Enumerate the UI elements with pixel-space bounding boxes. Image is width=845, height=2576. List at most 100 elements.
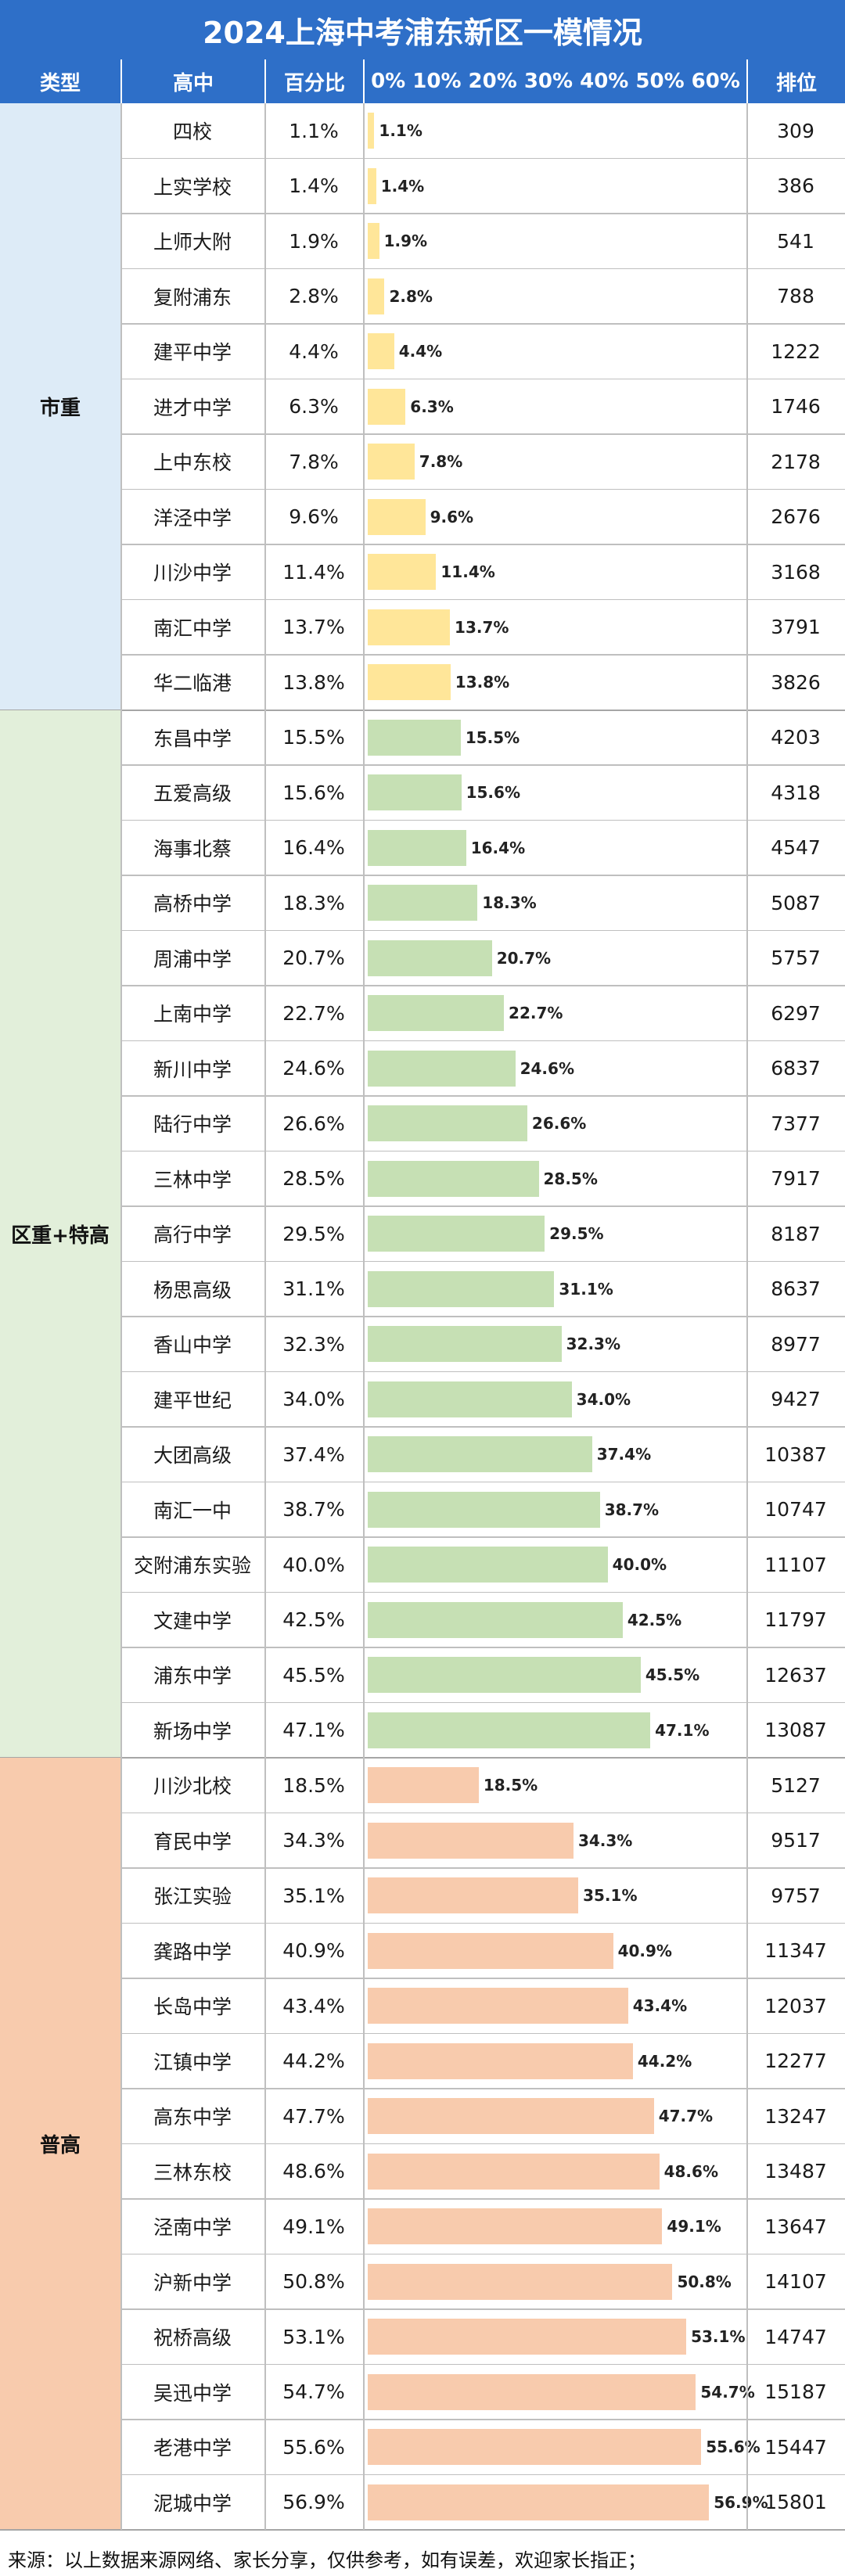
row-divider (120, 1536, 845, 1538)
bar-data-label: 20.7% (496, 948, 552, 968)
bar-data-label: 13.8% (455, 673, 510, 692)
bar-data-label: 29.5% (549, 1224, 604, 1243)
bar-data-label: 50.8% (677, 2272, 732, 2291)
bar-data-label: 1.9% (383, 232, 428, 250)
bar-mark (368, 719, 461, 756)
school-name-cell: 建平中学 (153, 341, 232, 364)
header-school: 高中 (120, 59, 264, 103)
row-divider (120, 323, 845, 325)
rank-cell: 11797 (764, 1608, 827, 1631)
rank-cell: 15447 (764, 2435, 827, 2459)
school-name-cell: 川沙中学 (153, 562, 232, 584)
rank-cell: 9517 (771, 1829, 821, 1852)
footer-source-note: 来源：以上数据来源网络、家长分享，仅供参考，如有误差，欢迎家长指正； (8, 2549, 646, 2571)
school-name-cell: 老港中学 (153, 2437, 232, 2459)
rank-cell: 14747 (764, 2325, 827, 2348)
row-divider (120, 268, 845, 269)
row-divider (120, 2088, 845, 2089)
bar-data-label: 26.6% (531, 1114, 587, 1133)
percent-cell: 15.5% (282, 726, 345, 749)
bar-data-label: 53.1% (691, 2327, 746, 2346)
group-divider (0, 2529, 845, 2531)
bar-mark (368, 2208, 663, 2244)
bar-data-label: 32.3% (566, 1335, 621, 1353)
bar-mark (368, 167, 376, 204)
school-name-cell: 泥城中学 (153, 2492, 232, 2515)
bar-mark (368, 2042, 633, 2079)
row-divider (120, 1426, 845, 1428)
rank-cell: 9757 (771, 1884, 821, 1907)
column-divider (120, 103, 122, 2530)
bar-data-label: 1.4% (380, 176, 425, 196)
bar-mark (368, 2153, 660, 2190)
percent-cell: 26.6% (282, 1112, 345, 1135)
bar-data-label: 2.8% (389, 286, 433, 306)
percent-cell: 28.5% (282, 1167, 345, 1190)
rank-cell: 4318 (771, 781, 821, 804)
percent-cell: 47.7% (282, 2104, 345, 2128)
school-name-cell: 三林东校 (153, 2161, 232, 2184)
percent-cell: 31.1% (282, 1277, 345, 1300)
rank-cell: 309 (777, 119, 814, 142)
rank-cell: 5127 (771, 1773, 821, 1797)
bar-data-label: 40.9% (617, 1941, 672, 1960)
percent-cell: 1.4% (289, 174, 339, 197)
row-divider (120, 1867, 845, 1869)
row-divider (120, 433, 845, 435)
row-divider (120, 1481, 845, 1482)
percent-cell: 20.7% (282, 947, 345, 969)
rank-cell: 11107 (764, 1553, 827, 1576)
percent-cell: 18.3% (282, 891, 345, 914)
school-name-cell: 南汇中学 (153, 616, 232, 640)
bar-data-label: 4.4% (398, 342, 443, 361)
bar-mark (368, 1547, 608, 1583)
bar-mark (368, 1270, 555, 1307)
row-divider (120, 764, 845, 766)
chart-title: 2024上海中考浦东新区一模情况 (0, 0, 845, 59)
rank-cell: 4547 (771, 836, 821, 859)
bar-mark (368, 1160, 539, 1197)
school-name-cell: 新川中学 (153, 1058, 232, 1081)
bar-mark (368, 1491, 600, 1528)
school-name-cell: 南汇一中 (153, 1499, 232, 1522)
row-divider (120, 2419, 845, 2420)
row-divider (120, 1812, 845, 1813)
bar-mark (368, 1877, 579, 1913)
row-divider (120, 1040, 845, 1041)
bar-data-label: 15.5% (465, 728, 520, 747)
header-axis: 0% 10% 20% 30% 40% 50% 60% (363, 59, 746, 103)
bar-mark (368, 2263, 673, 2300)
bar-data-label: 15.6% (466, 783, 520, 802)
percent-cell: 54.7% (282, 2380, 345, 2403)
school-name-cell: 五爱高级 (153, 782, 232, 805)
bar-data-label: 1.1% (379, 121, 422, 140)
rank-cell: 10747 (764, 1498, 827, 1521)
percent-cell: 15.6% (282, 781, 345, 804)
school-name-cell: 泾南中学 (153, 2216, 232, 2239)
school-name-cell: 建平世纪 (153, 1389, 232, 1412)
percent-cell: 16.4% (282, 836, 345, 859)
percent-cell: 34.3% (282, 1829, 345, 1852)
bar-data-label: 38.7% (604, 1500, 660, 1519)
bar-mark (368, 2098, 654, 2134)
school-name-cell: 三林中学 (153, 1168, 232, 1191)
school-name-cell: 进才中学 (153, 396, 232, 419)
rank-cell: 2676 (771, 505, 821, 528)
bar-mark (368, 774, 462, 810)
percent-cell: 38.7% (282, 1498, 345, 1521)
row-divider (120, 2363, 845, 2365)
rank-cell: 7377 (771, 1112, 821, 1135)
rank-cell: 386 (777, 174, 814, 197)
bar-mark (368, 1326, 562, 1362)
bar-data-label: 55.6% (706, 2438, 760, 2456)
row-divider (120, 654, 845, 656)
school-name-cell: 上中东校 (153, 451, 232, 474)
row-divider (120, 1978, 845, 1979)
bar-data-label: 44.2% (637, 2051, 692, 2071)
bar-data-label: 31.1% (559, 1279, 613, 1299)
column-divider (264, 103, 266, 2530)
row-divider (120, 1150, 845, 1151)
bar-mark (368, 1767, 479, 1803)
rank-cell: 13487 (764, 2160, 827, 2183)
school-name-cell: 川沙北校 (153, 1775, 232, 1798)
